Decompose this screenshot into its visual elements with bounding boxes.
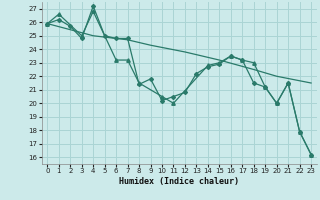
X-axis label: Humidex (Indice chaleur): Humidex (Indice chaleur) [119, 177, 239, 186]
